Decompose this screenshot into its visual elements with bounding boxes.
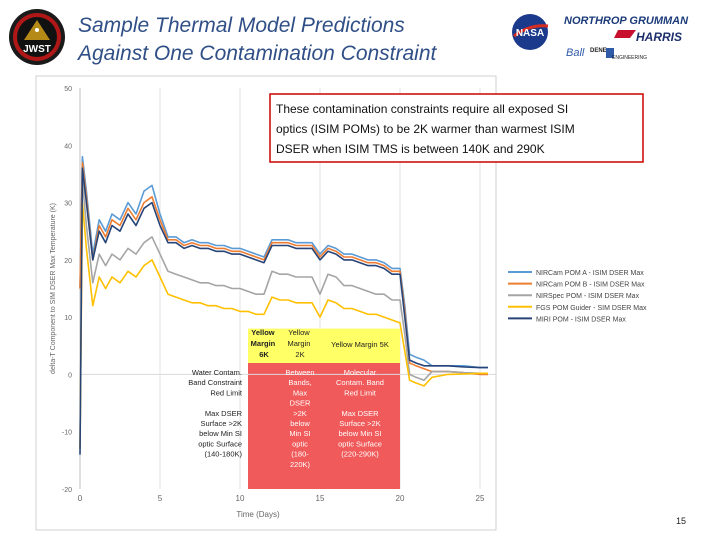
callout-line-2: optics (ISIM POMs) to be 2K warmer than … xyxy=(276,122,575,136)
nasa-logo: NASA xyxy=(512,14,549,50)
legend-label-2: NIRCam POM B - ISIM DSER Max xyxy=(536,282,645,289)
band-label-line: Max xyxy=(293,388,307,397)
band-label-line: optic Surface xyxy=(338,439,382,448)
y-tick-label: 50 xyxy=(64,86,72,93)
jwst-logo-text: JWST xyxy=(23,44,51,55)
y-tick-label: 40 xyxy=(64,143,72,150)
legend: NIRCam POM A - ISIM DSER Max NIRCam POM B… xyxy=(508,270,647,323)
red-band-molecular xyxy=(320,362,400,489)
yellow-1-line-2: Margin xyxy=(251,339,276,348)
jwst-logo: JWST xyxy=(9,9,65,65)
band-label-line: optic xyxy=(292,439,308,448)
band-label-line: Contam. Band xyxy=(336,378,384,387)
band-label-line: Max DSER xyxy=(205,409,243,418)
page-number: 15 xyxy=(676,516,687,526)
dene-mark-icon xyxy=(606,48,614,58)
y-tick-label: -10 xyxy=(62,430,72,437)
band-label-line: Red Limit xyxy=(210,388,243,397)
harris-logo-text: HARRIS xyxy=(636,30,682,44)
slide-title: Sample Thermal Model Predictions Against… xyxy=(78,12,478,68)
yellow-band-6k xyxy=(248,328,280,363)
legend-label-1: NIRCam POM A - ISIM DSER Max xyxy=(536,270,644,277)
y-tick-label: -20 xyxy=(62,487,72,494)
band-label-line: Red Limit xyxy=(344,388,377,397)
title-line-1: Sample Thermal Model Predictions xyxy=(78,14,405,37)
title-line-2: Against One Contamination Constraint xyxy=(78,42,437,65)
yellow-2-line-3: 2K xyxy=(295,350,304,359)
yellow-band-5k xyxy=(320,328,400,363)
partner-logos: NASA NORTHROP GRUMMAN HARRIS Ball DENE E… xyxy=(512,14,689,61)
nasa-logo-text: NASA xyxy=(516,28,544,39)
x-tick-label: 15 xyxy=(316,494,325,503)
band-label-line: below xyxy=(290,419,310,428)
chart-panel: -20 -10 0 10 20 30 40 50 0 5 10 15 20 25 Time (Days) de… xyxy=(0,72,720,540)
northrop-logo-text: NORTHROP GRUMMAN xyxy=(564,15,689,27)
engineering-logo-text: ENGINEERING xyxy=(612,55,647,61)
band-label-line: Max DSER xyxy=(341,409,379,418)
y-tick-label: 20 xyxy=(64,258,72,265)
yellow-1-line-3: 6K xyxy=(259,350,269,359)
red-band-between xyxy=(280,362,320,489)
band-label-line: (140-180K) xyxy=(204,450,242,459)
y-tick-label: 30 xyxy=(64,201,72,208)
x-axis-label: Time (Days) xyxy=(236,510,280,519)
callout-box xyxy=(269,93,644,163)
red-3-label: Molecular Contam. Band Red Limit Max DSER Su… xyxy=(336,368,384,459)
band-label-line: Between xyxy=(285,368,314,377)
band-label-line: >2K xyxy=(293,409,307,418)
band-label-line: (220-290K) xyxy=(341,450,379,459)
legend-label-5: MIRI POM - ISIM DSER Max xyxy=(536,316,626,323)
band-label-line: Bands, xyxy=(288,378,311,387)
legend-label-4: FGS POM Guider - SIM DSER Max xyxy=(536,305,647,312)
band-label-line: Water Contam. xyxy=(192,368,242,377)
harris-mark-icon xyxy=(614,30,636,38)
red-2-label: Between Bands, Max DSER >2K below Min SI optic (… xyxy=(285,368,314,469)
callout-line-1: These contamination constraints require … xyxy=(276,102,568,116)
band-label-line: DSER xyxy=(290,399,311,408)
y-tick-label: 0 xyxy=(68,372,72,379)
band-label-line: 220K) xyxy=(290,460,311,469)
legend-label-3: NIRSpec POM - ISIM DSER Max xyxy=(536,293,640,300)
x-tick-label: 20 xyxy=(396,494,405,503)
band-label-line: Molecular xyxy=(344,368,377,377)
callout-line-3: DSER when ISIM TMS is between 140K and 2… xyxy=(276,142,545,156)
dene-logo-text: DENE xyxy=(590,48,607,54)
yellow-1-line-1: Yellow xyxy=(251,328,275,337)
x-tick-label: 25 xyxy=(476,494,485,503)
yellow-2-line-1: Yellow xyxy=(288,328,310,337)
yellow-band-2k xyxy=(280,328,320,363)
series-layer xyxy=(79,155,488,455)
x-tick-label: 0 xyxy=(78,494,83,503)
constraint-bands xyxy=(248,328,400,489)
series-line-4 xyxy=(79,201,488,449)
band-label-line: below Min SI xyxy=(339,429,382,438)
band-label-line: optic Surface xyxy=(198,439,242,448)
band-label-line: Surface >2K xyxy=(201,419,242,428)
thermal-chart: -20 -10 0 10 20 30 40 50 0 5 10 15 20 25 Time (Days) de… xyxy=(35,75,647,531)
band-label-line: below Min SI xyxy=(199,429,242,438)
series-line-3 xyxy=(79,178,488,449)
x-tick-label: 5 xyxy=(158,494,163,503)
yellow-1-label: Yellow Margin 6K xyxy=(251,328,278,359)
axis-layer: -20 -10 0 10 20 30 40 50 0 5 10 15 20 25 Time (Days) de… xyxy=(50,86,496,519)
yellow-3-label: Yellow Margin 5K xyxy=(331,340,389,349)
band-label-line: Min SI xyxy=(289,429,310,438)
series-line-5 xyxy=(79,167,488,455)
y-tick-label: 10 xyxy=(64,315,72,322)
x-tick-label: 10 xyxy=(236,494,245,503)
band-label-line: Band Constraint xyxy=(188,378,243,387)
band-label-line: (180- xyxy=(291,450,309,459)
yellow-2-label: Yellow Margin 2K xyxy=(287,328,312,359)
yellow-3-line-1: Yellow Margin 5K xyxy=(331,340,389,349)
water-constraint-note: Water Contam. Band Constraint Red Limit Max… xyxy=(188,368,243,459)
yellow-2-line-2: Margin xyxy=(287,339,310,348)
ball-logo-text: Ball xyxy=(566,47,585,59)
y-axis-label: delta-T Component to SIM DSER Max Temper… xyxy=(50,203,57,374)
band-label-line: Surface >2K xyxy=(339,419,380,428)
